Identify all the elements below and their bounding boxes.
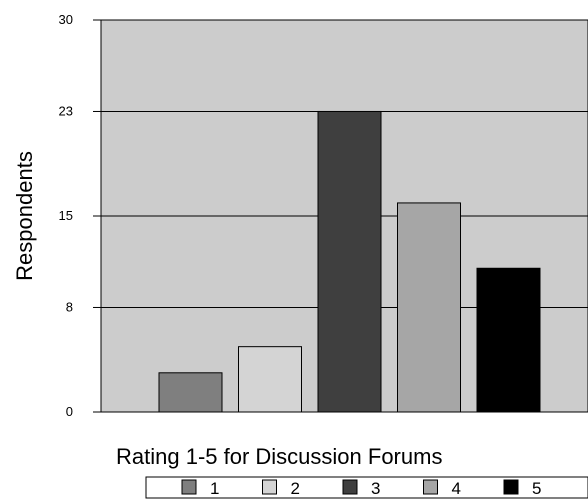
legend-swatch-3 bbox=[342, 479, 358, 495]
legend-label-5: 5 bbox=[532, 479, 541, 498]
bar-rating-2 bbox=[238, 346, 302, 413]
legend-swatch-2 bbox=[262, 479, 277, 495]
y-tick-label: 23 bbox=[59, 103, 73, 118]
legend-box bbox=[145, 476, 588, 499]
y-tick-label: 30 bbox=[59, 12, 73, 27]
y-tick-label: 15 bbox=[59, 208, 73, 223]
y-tick-label: 8 bbox=[66, 299, 73, 314]
bar-rating-1 bbox=[158, 372, 223, 413]
x-axis-title: Rating 1-5 for Discussion Forums bbox=[116, 444, 442, 469]
y-axis-ticks: 0 8 15 23 30 bbox=[59, 12, 101, 419]
bar-rating-4 bbox=[397, 202, 461, 413]
legend-label-3: 3 bbox=[371, 479, 380, 498]
legend-swatch-5 bbox=[503, 479, 519, 495]
legend-label-1: 1 bbox=[210, 479, 219, 498]
bars bbox=[158, 110, 541, 413]
legend-swatch-4 bbox=[423, 479, 438, 495]
y-tick-label: 0 bbox=[66, 404, 73, 419]
bar-rating-3 bbox=[317, 110, 382, 413]
legend-label-2: 2 bbox=[291, 479, 300, 498]
legend-label-4: 4 bbox=[452, 479, 461, 498]
legend-swatch-1 bbox=[181, 479, 197, 495]
bar-rating-5 bbox=[476, 267, 541, 413]
legend: 1 2 3 4 5 bbox=[145, 476, 588, 499]
y-axis-title: Respondents bbox=[12, 151, 37, 281]
